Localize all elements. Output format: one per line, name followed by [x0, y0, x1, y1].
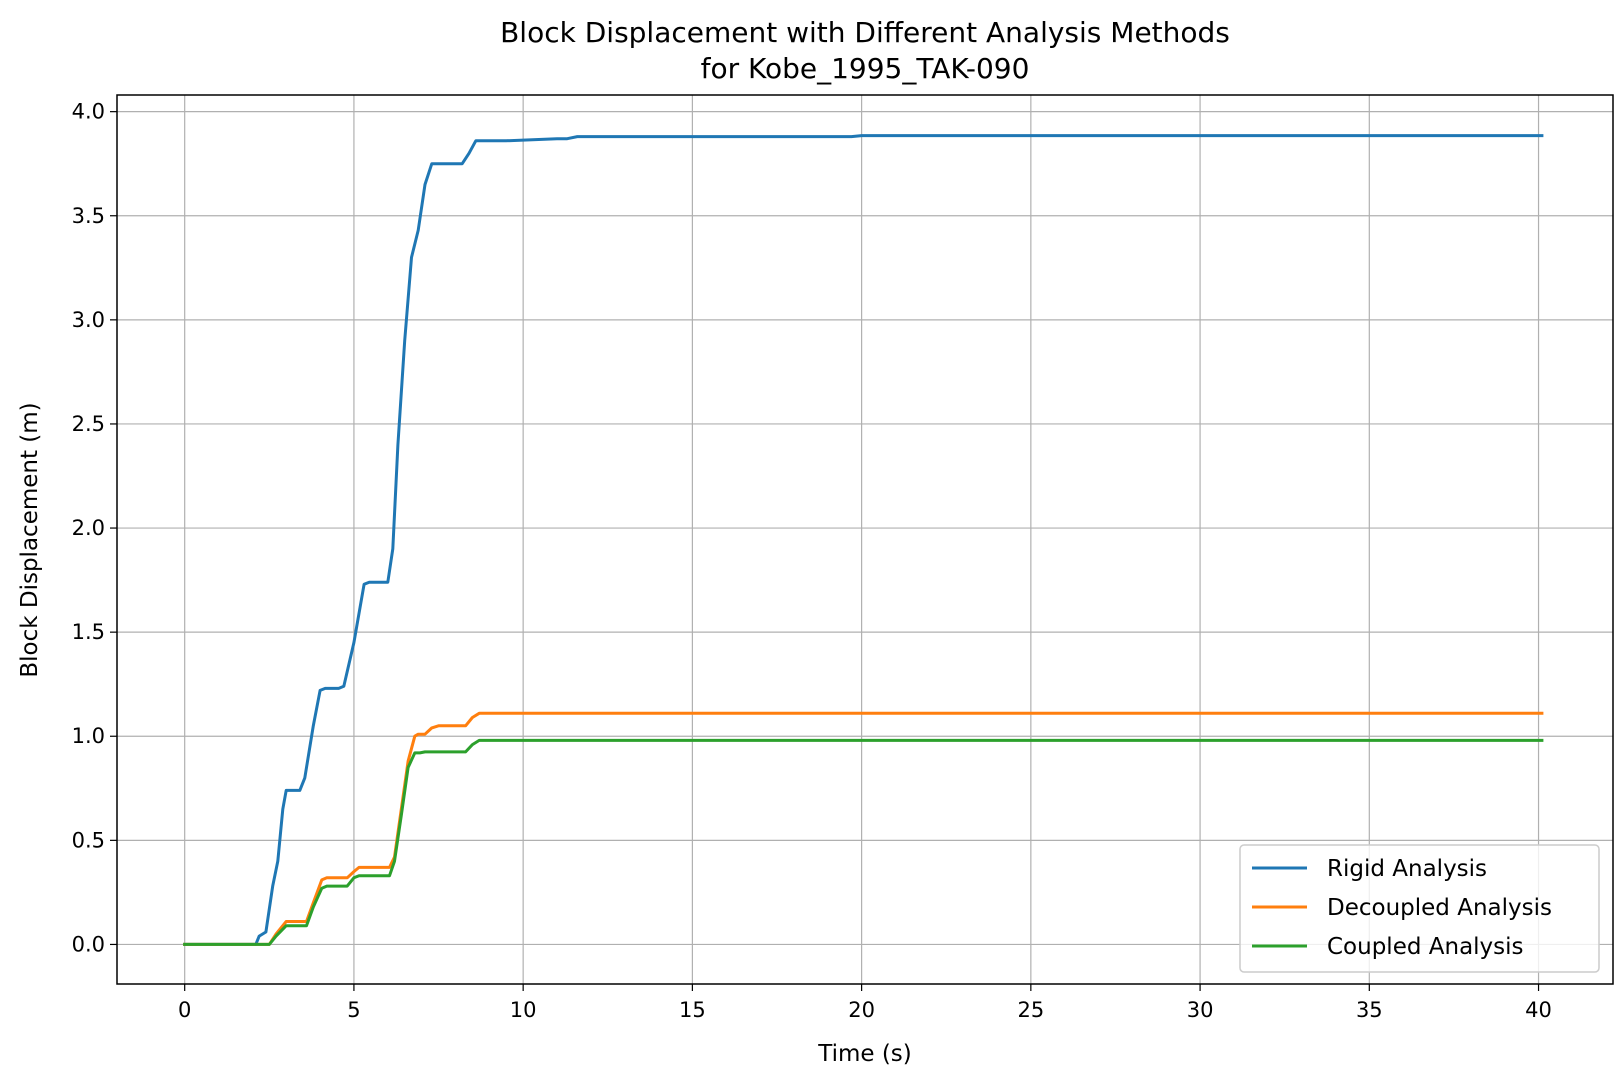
axis-ticks: 0 5 10 15 20 25 30 35 40 0.0 0.5 1.0 1.5 2.0 2.5 3.0 3.5…	[72, 100, 1552, 1022]
plot-frame	[116, 94, 1614, 985]
legend-box	[1239, 844, 1600, 973]
legend: Rigid Analysis Decoupled Analysis Coupled …	[1239, 844, 1600, 973]
series-line-decoupled-analysis	[183, 711, 1544, 946]
y-tick-label: 4.0	[72, 100, 105, 124]
x-tick-label: 20	[848, 998, 875, 1022]
y-tick-label: 2.0	[72, 516, 105, 540]
y-tick-label: 0.0	[72, 932, 105, 956]
x-tick-label: 15	[679, 998, 706, 1022]
y-tick-label: 3.0	[72, 308, 105, 332]
y-tick-label: 3.5	[72, 204, 105, 228]
y-tick-label: 1.5	[72, 620, 105, 644]
legend-label-rigid-analysis: Rigid Analysis	[1327, 856, 1487, 882]
x-tick-label: 10	[510, 998, 537, 1022]
y-tick-label: 1.0	[72, 724, 105, 748]
series-line-coupled-analysis	[183, 738, 1544, 946]
x-tick-label: 35	[1356, 998, 1383, 1022]
x-tick-label: 30	[1187, 998, 1214, 1022]
x-tick-label: 40	[1525, 998, 1552, 1022]
x-axis-label: Time (s)	[817, 1041, 912, 1067]
series-lines	[183, 134, 1544, 946]
chart-title: Block Displacement with Different Analys…	[500, 16, 1230, 49]
legend-label-coupled-analysis: Coupled Analysis	[1327, 934, 1524, 960]
x-tick-label: 25	[1017, 998, 1044, 1022]
y-axis-label: Block Displacement (m)	[17, 402, 43, 677]
y-tick-label: 0.5	[72, 828, 105, 852]
x-tick-label: 5	[347, 998, 360, 1022]
x-tick-label: 0	[178, 998, 191, 1022]
y-tick-label: 2.5	[72, 412, 105, 436]
series-line-rigid-analysis	[183, 134, 1544, 946]
chart-subtitle: for Kobe_1995_TAK-090	[701, 52, 1030, 85]
legend-label-decoupled-analysis: Decoupled Analysis	[1327, 895, 1552, 921]
